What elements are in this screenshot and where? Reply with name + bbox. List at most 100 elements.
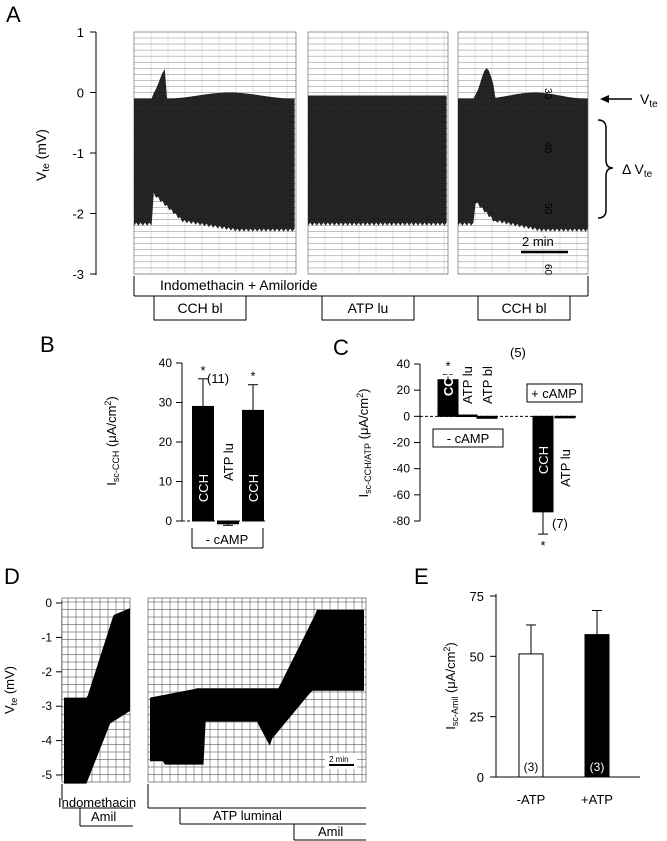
e-category-label: -ATP [517, 792, 546, 807]
c-bar-label: ATP lu [460, 366, 475, 404]
panel-c-ticks: 40 20 0 -20 -40 -60 -80 [393, 357, 576, 528]
panel-e-axis [495, 594, 640, 778]
d-tick-label: -4 [41, 734, 52, 748]
significance-star: * [200, 363, 205, 378]
panel-a-label: A [6, 2, 21, 27]
c-tick-label: -80 [393, 514, 411, 528]
d-tick-label: 0 [45, 596, 52, 610]
svg-text:Vte: Vte [640, 91, 658, 110]
significance-star: * [540, 538, 545, 553]
c-tick-label: -20 [393, 436, 411, 450]
panel-c-bars: *CCH ATP lu ATP bl*CCH ATP lu [437, 358, 576, 553]
paper-mark-30: 30 [542, 88, 553, 100]
c-tick-label: 0 [403, 409, 410, 423]
vte-arrow-label: Vte [600, 91, 658, 110]
d-tick-label: -2 [41, 665, 52, 679]
svg-text:+ cAMP: + cAMP [531, 386, 577, 401]
panel-b-condition: - cAMP [191, 528, 264, 549]
bar-1 [456, 414, 478, 418]
d-tick-label: -5 [41, 768, 52, 782]
panel-e-ylabel: Isc-Amil (μA/cm2) [442, 642, 460, 730]
panel-b-n: (11) [207, 371, 229, 386]
indo-amil-label: Indomethacin + Amiloride [160, 277, 318, 293]
segment-box-1 [153, 295, 247, 321]
bar-0 [518, 653, 544, 778]
svg-text:2 min: 2 min [522, 234, 554, 249]
paper-mark-60: 60 [542, 264, 553, 276]
svg-text:ATP lu: ATP lu [348, 300, 389, 316]
significance-star: * [250, 369, 255, 384]
panel-a-scale-bar: 2 min [521, 234, 568, 254]
panel-d-protocol: Indomethacin Amil ATP luminal Amil [58, 784, 366, 841]
panel-d-ticks: 0 -1 -2 -3 -4 -5 [41, 596, 62, 782]
bar-1 [584, 634, 610, 778]
paper-mark-50: 50 [542, 203, 553, 215]
c-tick-label: -60 [393, 488, 411, 502]
a-tick-label: 0 [77, 86, 84, 101]
segment-box-3 [477, 295, 571, 321]
bar-0 [192, 405, 214, 522]
panel-e-label: E [414, 564, 429, 589]
trace-d-left [61, 597, 131, 784]
b-tick-label: 20 [159, 435, 173, 449]
trace-a-ccbl-1 [133, 31, 297, 275]
c-tick-label: -40 [393, 462, 411, 476]
e-category-label: +ATP [581, 792, 613, 807]
svg-text:CCH bl: CCH bl [177, 300, 222, 316]
atp-luminal-label: ATP luminal [213, 808, 282, 823]
e-tick-label: 75 [470, 589, 484, 604]
b-bar-label: CCH [196, 474, 211, 502]
panel-a-protocol: Indomethacin + Amiloride CCH bl ATP lu C… [133, 276, 589, 321]
e-n-label: (3) [524, 760, 539, 774]
significance-star: * [445, 358, 450, 373]
amil-left-label: Amil [91, 809, 116, 824]
amil-right-label: Amil [318, 824, 343, 839]
panel-a-ylabel: Vte (mV) [33, 129, 52, 181]
b-bar-label: CCH [246, 474, 261, 502]
paper-mark-40: 40 [542, 142, 553, 154]
panel-e-ticks: 75 50 25 0 [470, 589, 496, 785]
a-tick-label: -2 [72, 207, 84, 222]
panel-b-bars: * CCH ATP lu * CCH [192, 363, 264, 526]
trace-a-atplu [307, 31, 449, 275]
c-bar-label: CCH [441, 368, 456, 396]
c-tick-label: 20 [397, 383, 411, 397]
e-tick-label: 25 [470, 710, 484, 725]
svg-text:CCH bl: CCH bl [501, 300, 546, 316]
svg-text:- cAMP: - cAMP [447, 431, 490, 446]
svg-text:2 min: 2 min [329, 755, 349, 764]
d-tick-label: -1 [41, 630, 52, 644]
e-tick-label: 50 [470, 649, 484, 664]
panel-e-bars: (3) -ATP (3) +ATP [517, 609, 613, 807]
panel-c-ylabel: Isc-CCH/ATP (μA/cm2) [355, 389, 373, 498]
e-tick-label: 0 [477, 770, 484, 785]
indomethacin-label: Indomethacin [58, 795, 136, 810]
b-tick-label: 40 [159, 356, 173, 370]
panel-b-ylabel: Isc-CCH (μA/cm2) [103, 396, 121, 486]
e-n-label: (3) [590, 760, 605, 774]
trace-d-right [147, 597, 367, 783]
c-bar-label: ATP lu [558, 449, 573, 487]
b-tick-label: 30 [159, 396, 173, 410]
b-bar-label: ATP lu [221, 443, 236, 481]
d-tick-label: -3 [41, 699, 52, 713]
panel-c-plus-camp: + cAMP [526, 383, 583, 403]
bar-1 [217, 520, 239, 525]
bar-2 [242, 409, 264, 522]
panel-b-label: B [40, 332, 55, 357]
a-tick-label: -3 [72, 267, 84, 282]
panel-c-minus-camp: - cAMP [432, 428, 504, 448]
panel-d-scale-bar: 2 min [325, 753, 357, 769]
panel-c-label: C [333, 335, 349, 360]
c-tick-label: 40 [397, 357, 411, 371]
bar-2 [476, 415, 498, 419]
svg-text:- cAMP: - cAMP [206, 532, 249, 547]
c-bar-label: CCH [536, 446, 551, 474]
a-tick-label: -1 [72, 146, 84, 161]
bar-4 [554, 415, 576, 419]
b-tick-label: 10 [159, 475, 173, 489]
c-bar-label: ATP bl [480, 366, 495, 404]
panel-c-n-bottom: (7) [552, 516, 568, 531]
panel-c-n-top: (5) [510, 345, 526, 360]
